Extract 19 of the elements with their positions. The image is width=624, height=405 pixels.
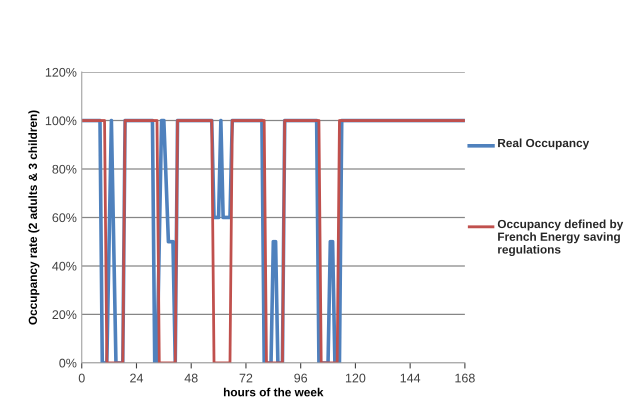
legend-label: Real Occupancy bbox=[498, 138, 590, 150]
x-tick-label: 120 bbox=[346, 374, 366, 382]
legend-label: Occupancy defined by French Energy saving regulations bbox=[498, 220, 624, 256]
y-tick-label: 100% bbox=[46, 116, 76, 126]
x-tick-label: 144 bbox=[400, 374, 420, 382]
y-tick-label: 40% bbox=[52, 262, 76, 271]
y-tick-label: 80% bbox=[52, 164, 76, 174]
x-tick-label: 24 bbox=[130, 374, 144, 382]
y-tick-label: 120% bbox=[46, 68, 76, 77]
x-tick-label: 96 bbox=[294, 374, 308, 382]
y-axis-title: Occupancy rate (2 adults & 3 children) bbox=[28, 110, 40, 325]
y-tick-label: 60% bbox=[52, 213, 76, 222]
x-tick-label: 168 bbox=[455, 374, 475, 382]
x-tick-label: 0 bbox=[78, 374, 85, 382]
x-tick-label: 72 bbox=[240, 374, 252, 382]
x-tick-label: 48 bbox=[184, 374, 198, 382]
x-axis-title: hours of the week bbox=[224, 388, 324, 396]
y-tick-label: 20% bbox=[52, 310, 76, 320]
y-tick-label: 0% bbox=[59, 358, 76, 368]
